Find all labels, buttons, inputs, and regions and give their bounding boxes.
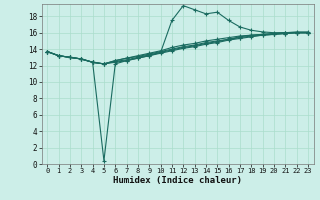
X-axis label: Humidex (Indice chaleur): Humidex (Indice chaleur)	[113, 176, 242, 185]
